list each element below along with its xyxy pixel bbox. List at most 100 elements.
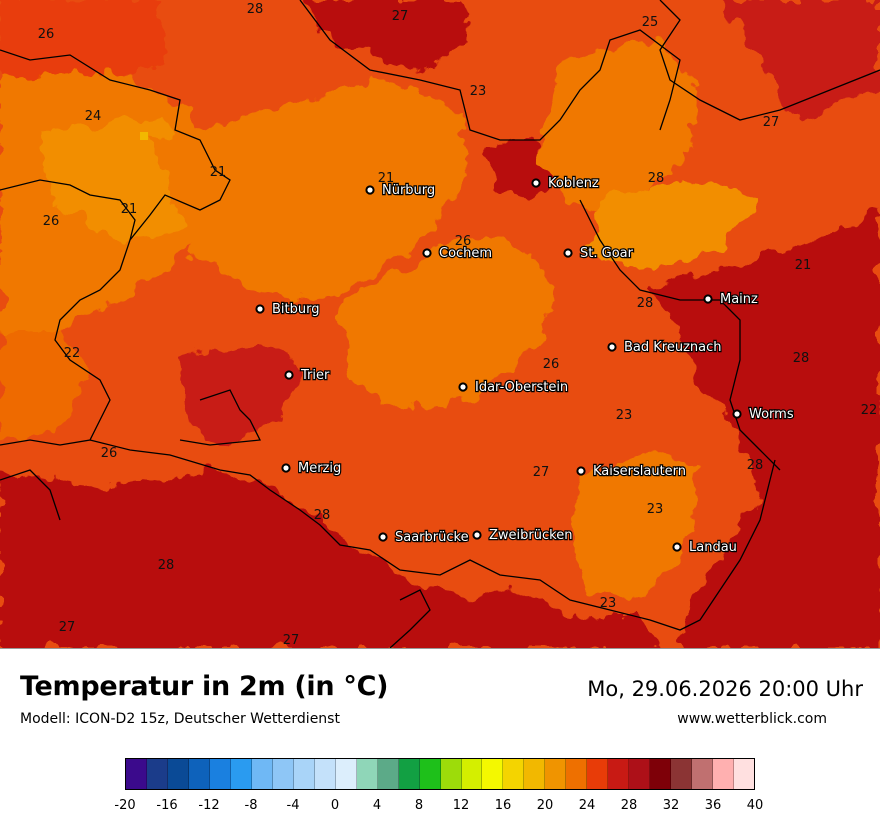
zone-cool-pfalz — [570, 450, 700, 600]
border-southwest — [0, 469, 61, 521]
legend-swatch — [398, 759, 420, 789]
legend-swatch — [356, 759, 378, 789]
city-zweibrücken: Zweibrücken — [472, 527, 574, 544]
legend-swatch — [671, 759, 693, 789]
border-bottom-lobe — [389, 589, 431, 648]
zone-cool-hunsrueck — [340, 230, 560, 410]
city-dot — [576, 466, 586, 476]
temperature-value-label: 23 — [647, 502, 664, 517]
temperature-value-label: 28 — [158, 558, 175, 573]
temperature-value-label: 22 — [861, 403, 878, 418]
city-dot — [607, 342, 617, 352]
city-label: Koblenz — [548, 176, 599, 191]
legend-swatch — [713, 759, 735, 789]
color-legend: -20 -16 -12 -8 -4 0 4 8 12 16 20 24 28 32 36 40 — [114, 758, 763, 813]
legend-swatch — [650, 759, 672, 789]
temperature-value-label: 27 — [533, 465, 550, 480]
temperature-value-label: 28 — [648, 171, 665, 186]
valid-datetime: Mo, 29.06.2026 20:00 Uhr — [587, 677, 863, 701]
legend-swatch — [146, 759, 168, 789]
border-rhine — [579, 199, 781, 471]
legend-swatch — [167, 759, 189, 789]
city-nürburg: Nürburg — [365, 182, 436, 199]
legend-tick-label: 8 — [414, 798, 424, 813]
temperature-value-label: 21 — [795, 258, 812, 273]
legend-tick-label: 4 — [372, 798, 382, 813]
zone-cool-taunus — [540, 40, 700, 210]
legend-tick-label: 28 — [620, 798, 638, 813]
legend-colorbar — [125, 758, 755, 790]
city-label: Bad Kreuznach — [624, 340, 722, 355]
legend-swatch — [272, 759, 294, 789]
city-dot — [563, 248, 573, 258]
city-dot — [255, 304, 265, 314]
city-idar-oberstein: Idar-Oberstein — [458, 379, 569, 396]
temperature-value-label: 26 — [101, 446, 118, 461]
legend-swatch — [419, 759, 441, 789]
city-label: Saarbrücke — [395, 530, 469, 545]
temperature-value-label: 26 — [543, 357, 560, 372]
temperature-map: 26 28 27 25 24 23 27 21 21 21 26 26 28 21 28 28 22 26 23 22… — [0, 0, 880, 648]
city-label: Bitburg — [272, 302, 320, 317]
legend-swatch — [314, 759, 336, 789]
city-dot — [703, 294, 713, 304]
temperature-value-label: 25 — [642, 15, 659, 30]
city-label: Mainz — [720, 292, 758, 307]
city-label: Worms — [749, 407, 794, 422]
zone-northwest — [0, 0, 170, 90]
city-label: Nürburg — [382, 183, 435, 198]
temperature-field — [0, 0, 880, 648]
city-label: Merzig — [298, 461, 341, 476]
city-dot — [531, 178, 541, 188]
temperature-value-label: 28 — [747, 458, 764, 473]
temperature-value-label: 27 — [763, 115, 780, 130]
legend-tick-label: 12 — [452, 798, 470, 813]
temperature-value-label: 21 — [378, 171, 395, 186]
border-france — [89, 439, 776, 631]
legend-swatch — [734, 759, 755, 789]
zone-warm-east — [650, 210, 880, 648]
legend-tick-label: 32 — [662, 798, 680, 813]
model-info: Modell: ICON-D2 15z, Deutscher Wetterdie… — [20, 711, 340, 727]
city-label: Cochem — [439, 246, 492, 261]
legend-tick-label: 36 — [704, 798, 722, 813]
temperature-value-label: 26 — [455, 234, 472, 249]
city-dot — [672, 542, 682, 552]
temperature-labels: 26 28 27 25 24 23 27 21 21 21 26 26 28 21 28 28 22 26 23 22… — [38, 2, 878, 648]
website-url: www.wetterblick.com — [677, 711, 827, 727]
map-title: Temperatur in 2m (in °C) — [20, 671, 389, 702]
city-mainz: Mainz — [703, 291, 759, 308]
legend-tick-label: -20 — [114, 798, 136, 813]
legend-swatch — [545, 759, 567, 789]
map-canvas: 26 28 27 25 24 23 27 21 21 21 26 26 28 21 28 28 22 26 23 22… — [0, 0, 880, 648]
city-label: Trier — [300, 368, 330, 383]
legend-tick-label: -12 — [198, 798, 220, 813]
zone-warm-north — [300, 0, 470, 70]
city-dot — [378, 532, 388, 542]
city-label: Idar-Oberstein — [475, 380, 568, 395]
map-footer: Temperatur in 2m (in °C) Modell: ICON-D2… — [0, 648, 880, 831]
legend-swatch — [524, 759, 546, 789]
city-label: Kaiserslautern — [593, 464, 686, 479]
temperature-value-label: 23 — [470, 84, 487, 99]
zone-cool-rheingau — [590, 180, 760, 270]
city-markers: Nürburg Koblenz Cochem St. Goar Bitburg Mainz… — [255, 175, 795, 556]
zone-warm-south — [0, 470, 660, 648]
temperature-value-label: 28 — [247, 2, 264, 17]
temperature-value-label: 28 — [637, 296, 654, 311]
city-koblenz: Koblenz — [531, 175, 600, 192]
legend-tick-label: -16 — [156, 798, 178, 813]
legend-tick-label: 16 — [494, 798, 512, 813]
legend-swatch — [335, 759, 357, 789]
legend-swatch — [440, 759, 462, 789]
legend-swatch — [566, 759, 588, 789]
temperature-value-label: 26 — [38, 27, 55, 42]
city-dot — [284, 370, 294, 380]
temperature-value-label: 22 — [64, 346, 81, 361]
legend-swatch — [188, 759, 210, 789]
city-landau: Landau — [672, 539, 738, 556]
legend-swatch — [629, 759, 651, 789]
border-nrw-hessen — [299, 0, 681, 141]
temperature-value-label: 23 — [600, 596, 617, 611]
city-trier: Trier — [284, 367, 331, 384]
